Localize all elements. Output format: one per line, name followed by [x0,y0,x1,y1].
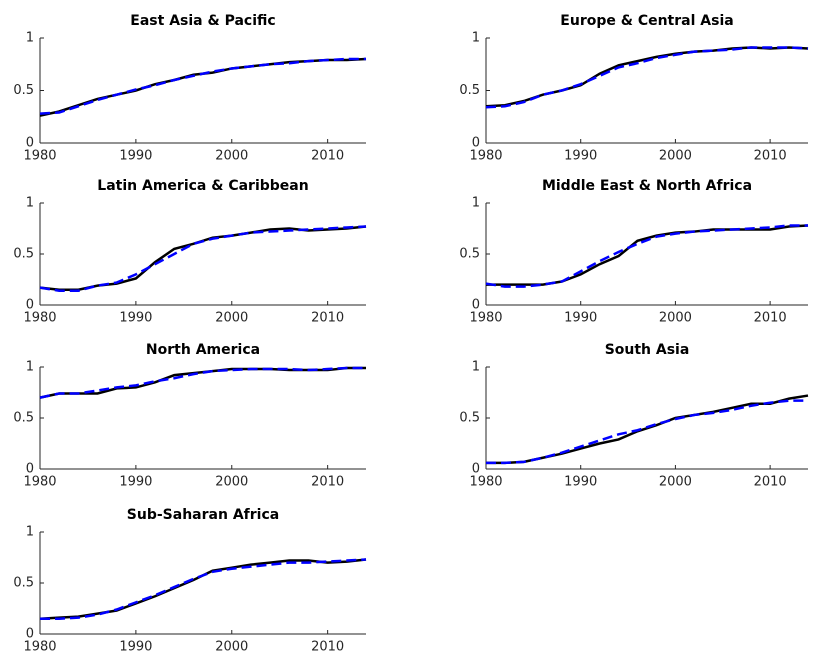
x-tick-label: 1980 [469,149,502,164]
y-tick-label: 0.5 [459,247,480,262]
x-tick-label: 2010 [311,149,344,164]
series-line [486,394,809,465]
series-line [485,224,808,288]
x-tick-label: 1980 [23,640,56,655]
y-tick-label: 0.5 [459,411,480,426]
x-tick-label: 2010 [311,640,344,655]
x-tick-label: 1990 [119,311,152,326]
x-tick-label: 2010 [754,149,787,164]
x-tick-label: 1980 [23,311,56,326]
series-line [486,399,808,465]
subplot-title: North America [146,342,260,358]
subplot: East Asia & Pacific 0 0.5 1 1980 1990 2000 2010 [13,13,367,164]
y-tick-label: 1 [26,31,34,46]
subplot: South Asia 0 0.5 1 1980 1990 2000 2010 [459,342,809,490]
y-tick-label: 0.5 [13,576,34,591]
subplot-title: Latin America & Caribbean [97,178,308,194]
subplot-title: South Asia [605,342,690,358]
subplot-title: Sub-Saharan Africa [127,507,279,523]
x-tick-label: 2000 [215,640,248,655]
subplot-title: Europe & Central Asia [560,13,733,29]
subplot-title: East Asia & Pacific [130,13,275,29]
y-tick-label: 0 [472,298,480,313]
y-tick-label: 0 [26,462,34,477]
subplot: Middle East & North Africa 0 0.5 1 1980 1990 2… [459,178,809,326]
y-tick-label: 0 [26,627,34,642]
y-tick-label: 1 [26,196,34,211]
x-tick-label: 1980 [23,149,56,164]
y-tick-label: 0 [472,136,480,151]
x-tick-label: 1990 [119,640,152,655]
series-line [39,366,366,399]
y-tick-label: 0.5 [13,83,34,98]
series-line [39,57,367,117]
series-line [485,46,809,109]
series-line [39,225,367,291]
x-tick-label: 2000 [659,311,692,326]
x-tick-label: 2000 [215,311,248,326]
x-tick-label: 1990 [564,475,597,490]
x-tick-label: 2000 [215,149,248,164]
y-tick-label: 1 [26,525,34,540]
x-tick-label: 1990 [564,149,597,164]
y-tick-label: 0.5 [13,247,34,262]
series-line [40,558,367,620]
series-line [39,558,367,620]
x-tick-label: 1990 [119,149,152,164]
subplot: Latin America & Caribbean 0 0.5 1 1980 1990 20… [13,178,367,326]
x-tick-label: 2000 [659,475,692,490]
y-tick-label: 1 [472,196,480,211]
x-tick-label: 2000 [215,475,248,490]
subplot: Sub-Saharan Africa 0 0.5 1 1980 1990 2000 2010 [13,507,367,655]
subplot: Europe & Central Asia 0 0.5 1 1980 1990 2000 20… [459,13,809,164]
y-tick-label: 1 [26,360,34,375]
y-tick-label: 0.5 [13,411,34,426]
subplot: North America 0 0.5 1 1980 1990 2000 2010 [13,342,366,490]
x-tick-label: 1990 [564,311,597,326]
subplot-title: Middle East & North Africa [542,178,752,194]
x-tick-label: 1980 [469,311,502,326]
x-tick-label: 1980 [23,475,56,490]
y-tick-label: 1 [472,360,480,375]
y-tick-label: 0 [472,462,480,477]
series-line [486,224,809,286]
x-tick-label: 2010 [311,311,344,326]
x-tick-label: 1990 [119,475,152,490]
y-tick-label: 0.5 [459,83,480,98]
series-line [39,57,366,115]
x-tick-label: 2010 [754,475,787,490]
y-tick-label: 1 [472,31,480,46]
x-tick-label: 2010 [754,311,787,326]
x-tick-label: 1980 [469,475,502,490]
x-tick-label: 2000 [659,149,692,164]
y-tick-label: 0 [26,136,34,151]
x-tick-label: 2010 [311,475,344,490]
series-line [39,225,367,292]
y-tick-label: 0 [26,298,34,313]
